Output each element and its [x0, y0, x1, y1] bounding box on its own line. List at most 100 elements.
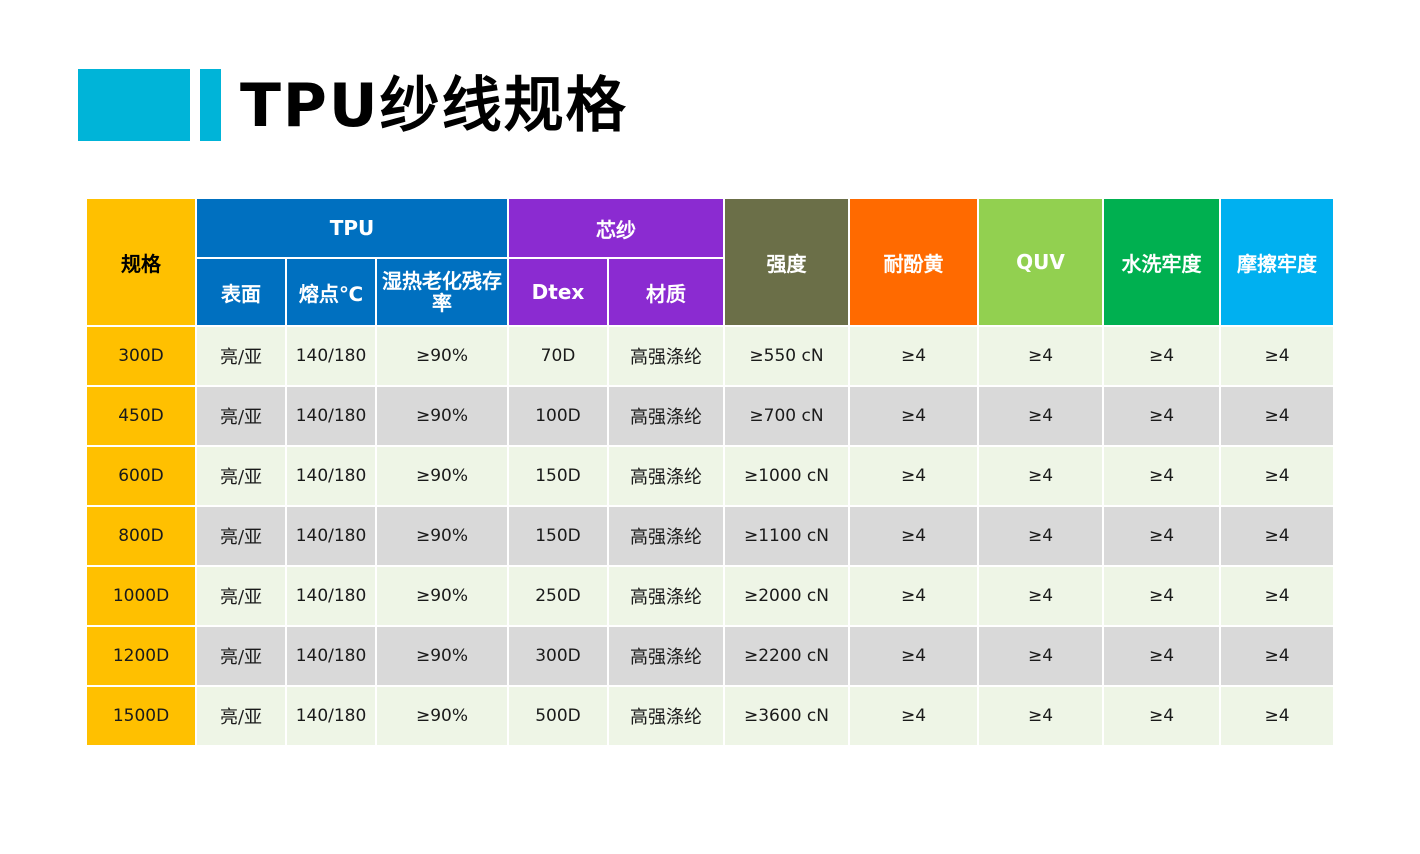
cell-wash: ≥4	[1102, 565, 1221, 627]
cell-material: 高强涤纶	[607, 385, 725, 447]
table-row: 800D 亮/亚 140/180 ≥90% 150D 高强涤纶 ≥1100 cN ≥4 ≥4 ≥4…	[85, 505, 1335, 567]
cell-dtex: 150D	[507, 445, 609, 507]
cell-strength: ≥700 cN	[723, 385, 850, 447]
cell-rub: ≥4	[1219, 445, 1335, 507]
cell-quv: ≥4	[977, 445, 1104, 507]
cell-quv: ≥4	[977, 625, 1104, 687]
cell-rub: ≥4	[1219, 385, 1335, 447]
table-row: 600D 亮/亚 140/180 ≥90% 150D 高强涤纶 ≥1000 cN ≥4 ≥4 ≥4…	[85, 445, 1335, 507]
cell-spec: 600D	[85, 445, 197, 507]
cell-yellowing: ≥4	[848, 445, 979, 507]
cell-aging: ≥90%	[375, 325, 509, 387]
table-row: 1000D 亮/亚 140/180 ≥90% 250D 高强涤纶 ≥2000 cN ≥4 ≥4 ≥…	[85, 565, 1335, 627]
cell-surface: 亮/亚	[195, 625, 287, 687]
cell-surface: 亮/亚	[195, 685, 287, 747]
cell-aging: ≥90%	[375, 625, 509, 687]
cell-strength: ≥2000 cN	[723, 565, 850, 627]
header-rub: 摩擦牢度	[1219, 197, 1335, 327]
cell-yellowing: ≥4	[848, 385, 979, 447]
cell-strength: ≥2200 cN	[723, 625, 850, 687]
cell-melting: 140/180	[285, 505, 377, 567]
header-dtex: Dtex	[507, 257, 609, 327]
cell-quv: ≥4	[977, 565, 1104, 627]
cell-spec: 300D	[85, 325, 197, 387]
title-accent-stripe	[200, 69, 221, 141]
cell-material: 高强涤纶	[607, 625, 725, 687]
cell-wash: ≥4	[1102, 385, 1221, 447]
cell-quv: ≥4	[977, 325, 1104, 387]
cell-spec: 1200D	[85, 625, 197, 687]
cell-wash: ≥4	[1102, 625, 1221, 687]
cell-rub: ≥4	[1219, 625, 1335, 687]
cell-surface: 亮/亚	[195, 565, 287, 627]
cell-melting: 140/180	[285, 565, 377, 627]
table-row: 1500D 亮/亚 140/180 ≥90% 500D 高强涤纶 ≥3600 cN ≥4 ≥4 ≥…	[85, 685, 1335, 747]
cell-material: 高强涤纶	[607, 325, 725, 387]
cell-rub: ≥4	[1219, 685, 1335, 747]
cell-melting: 140/180	[285, 385, 377, 447]
table-row: 300D 亮/亚 140/180 ≥90% 70D 高强涤纶 ≥550 cN ≥4 ≥4 ≥4 ≥4	[85, 325, 1335, 387]
cell-melting: 140/180	[285, 445, 377, 507]
cell-dtex: 100D	[507, 385, 609, 447]
page-title: TPU纱线规格	[240, 71, 628, 141]
cell-aging: ≥90%	[375, 445, 509, 507]
cell-strength: ≥550 cN	[723, 325, 850, 387]
header-surface: 表面	[195, 257, 287, 327]
cell-strength: ≥1100 cN	[723, 505, 850, 567]
cell-yellowing: ≥4	[848, 685, 979, 747]
cell-surface: 亮/亚	[195, 325, 287, 387]
cell-quv: ≥4	[977, 685, 1104, 747]
cell-material: 高强涤纶	[607, 685, 725, 747]
header-yellowing: 耐酚黄	[848, 197, 979, 327]
cell-melting: 140/180	[285, 685, 377, 747]
cell-yellowing: ≥4	[848, 325, 979, 387]
cell-rub: ≥4	[1219, 505, 1335, 567]
spec-table: 规格 TPU 芯纱 强度 耐酚黄 QUV 水洗牢度 摩擦牢度 表面 熔点℃ 湿热…	[85, 197, 1335, 747]
title-accent-block	[78, 69, 190, 141]
cell-dtex: 300D	[507, 625, 609, 687]
header-quv: QUV	[977, 197, 1104, 327]
cell-surface: 亮/亚	[195, 445, 287, 507]
cell-surface: 亮/亚	[195, 505, 287, 567]
cell-dtex: 250D	[507, 565, 609, 627]
table-body: 300D 亮/亚 140/180 ≥90% 70D 高强涤纶 ≥550 cN ≥4 ≥4 ≥4 ≥4…	[85, 325, 1335, 747]
cell-surface: 亮/亚	[195, 385, 287, 447]
cell-yellowing: ≥4	[848, 505, 979, 567]
header-material: 材质	[607, 257, 725, 327]
cell-material: 高强涤纶	[607, 505, 725, 567]
header-wash: 水洗牢度	[1102, 197, 1221, 327]
header-tpu-group: TPU	[195, 197, 509, 259]
cell-wash: ≥4	[1102, 505, 1221, 567]
cell-wash: ≥4	[1102, 685, 1221, 747]
cell-yellowing: ≥4	[848, 565, 979, 627]
cell-dtex: 150D	[507, 505, 609, 567]
header-aging: 湿热老化残存率	[375, 257, 509, 327]
header-strength: 强度	[723, 197, 850, 327]
cell-spec: 1000D	[85, 565, 197, 627]
table-row: 450D 亮/亚 140/180 ≥90% 100D 高强涤纶 ≥700 cN ≥4 ≥4 ≥4 ≥…	[85, 385, 1335, 447]
cell-aging: ≥90%	[375, 505, 509, 567]
header-spec: 规格	[85, 197, 197, 327]
cell-spec: 800D	[85, 505, 197, 567]
cell-rub: ≥4	[1219, 565, 1335, 627]
header-core-group: 芯纱	[507, 197, 725, 259]
cell-strength: ≥3600 cN	[723, 685, 850, 747]
table-row: 1200D 亮/亚 140/180 ≥90% 300D 高强涤纶 ≥2200 cN ≥4 ≥4 ≥…	[85, 625, 1335, 687]
cell-dtex: 70D	[507, 325, 609, 387]
cell-aging: ≥90%	[375, 385, 509, 447]
header-melting: 熔点℃	[285, 257, 377, 327]
cell-yellowing: ≥4	[848, 625, 979, 687]
cell-aging: ≥90%	[375, 565, 509, 627]
cell-wash: ≥4	[1102, 325, 1221, 387]
cell-material: 高强涤纶	[607, 445, 725, 507]
cell-material: 高强涤纶	[607, 565, 725, 627]
cell-melting: 140/180	[285, 325, 377, 387]
cell-rub: ≥4	[1219, 325, 1335, 387]
cell-dtex: 500D	[507, 685, 609, 747]
cell-quv: ≥4	[977, 385, 1104, 447]
cell-spec: 1500D	[85, 685, 197, 747]
cell-aging: ≥90%	[375, 685, 509, 747]
cell-melting: 140/180	[285, 625, 377, 687]
cell-quv: ≥4	[977, 505, 1104, 567]
cell-wash: ≥4	[1102, 445, 1221, 507]
